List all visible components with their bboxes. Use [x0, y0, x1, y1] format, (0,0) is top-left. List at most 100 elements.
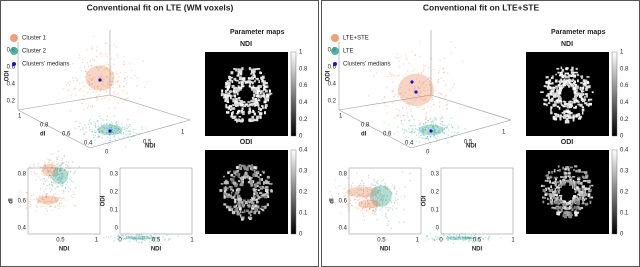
legend-swatch	[10, 34, 18, 42]
scatter-point	[389, 72, 391, 74]
map-pixel	[259, 90, 263, 94]
scatter-point	[82, 108, 85, 111]
scatter-point	[374, 184, 377, 186]
scatter-point	[37, 162, 39, 165]
scatter-point	[402, 115, 404, 117]
scatter-point	[362, 184, 364, 187]
scatter-point	[436, 238, 438, 241]
map-pixel	[570, 111, 573, 115]
scatter-point	[87, 65, 90, 68]
scatter-point	[365, 197, 367, 199]
scatter-point	[441, 93, 443, 96]
scatter-point	[424, 98, 426, 100]
scatter-point	[45, 179, 48, 182]
scatter-point	[133, 134, 135, 137]
scatter-point	[448, 233, 450, 235]
scatter-point	[364, 205, 366, 208]
map-pixel	[573, 199, 576, 202]
map-pixel	[572, 82, 576, 85]
map-pixel	[564, 175, 567, 179]
scatter-point	[94, 132, 97, 134]
scatter-point	[346, 206, 348, 208]
map-pixel	[558, 205, 562, 210]
map-pixel	[241, 103, 245, 107]
scatter-point	[362, 182, 365, 185]
map-pixel	[225, 187, 229, 190]
scatter-point	[149, 234, 152, 237]
map-pixel	[236, 91, 239, 95]
scatter-point	[462, 237, 464, 239]
scatter-point	[369, 199, 371, 201]
scatter-point	[109, 123, 111, 125]
map-pixel	[582, 193, 586, 197]
scatter-point	[86, 49, 88, 51]
scatter-point	[99, 90, 101, 92]
map-pixel	[237, 174, 240, 178]
scatter-point	[81, 97, 84, 100]
scatter-point	[368, 202, 370, 205]
scatter-point	[420, 105, 422, 107]
scatter-point	[459, 238, 462, 240]
scatter-point	[411, 103, 413, 105]
map-pixel	[256, 68, 261, 70]
map-pixel	[575, 186, 580, 190]
scatter-point	[437, 72, 440, 74]
scatter-point	[396, 193, 398, 195]
scatter-point	[422, 134, 425, 136]
map-pixel	[560, 80, 564, 83]
scatter-point	[67, 181, 69, 184]
scatter-point	[402, 63, 405, 65]
scatter-point	[445, 237, 448, 239]
scatter-point	[83, 85, 85, 87]
scatter-point	[439, 59, 441, 61]
map-pixel	[244, 201, 248, 205]
scatter-cloud	[320, 177, 402, 208]
scatter-point	[413, 89, 415, 91]
map-pixel	[575, 180, 579, 184]
scatter-point	[106, 87, 109, 89]
scatter-point	[428, 80, 430, 83]
map-pixel	[255, 95, 259, 97]
scatter-point	[446, 126, 448, 129]
scatter-point	[43, 169, 45, 171]
map-pixel	[556, 67, 560, 70]
scatter-point	[83, 133, 86, 135]
scatter-point	[337, 193, 340, 195]
scatter-point	[428, 76, 431, 79]
scatter-point	[446, 108, 448, 110]
scatter-point	[55, 174, 58, 177]
map-pixel	[257, 175, 260, 179]
tick-label: 0.3	[431, 172, 440, 178]
tick-label: 0.2	[328, 99, 337, 105]
scatter-point	[97, 135, 100, 137]
map-pixel	[228, 78, 232, 82]
scatter-point	[122, 235, 125, 237]
scatter-point	[411, 132, 413, 134]
scatter-point	[91, 79, 93, 81]
scatter-point	[84, 70, 86, 73]
scatter-point	[65, 61, 68, 64]
scatter-point	[106, 76, 108, 79]
map-pixel	[554, 180, 557, 184]
scatter-point	[387, 220, 390, 222]
scatter-point	[78, 57, 81, 59]
scatter-point	[418, 136, 420, 138]
scatter-point	[54, 174, 56, 177]
scatter-point	[107, 236, 110, 239]
map-pixel	[546, 176, 550, 179]
scatter-point	[69, 81, 72, 83]
scatter-point	[134, 237, 137, 240]
scatter-point	[452, 236, 454, 239]
scatter-point	[39, 188, 42, 190]
scatter-point	[429, 84, 431, 86]
scatter-point	[383, 194, 385, 196]
scatter-point	[451, 131, 453, 134]
scatter-point	[403, 131, 405, 134]
scatter-point	[112, 86, 114, 89]
legend-swatch	[331, 47, 339, 55]
scatter-point	[449, 238, 452, 240]
scatter-point	[370, 183, 373, 185]
map-pixel	[552, 94, 557, 98]
legend-label: Clusters' medians	[343, 62, 391, 68]
map-pixel	[228, 208, 231, 212]
